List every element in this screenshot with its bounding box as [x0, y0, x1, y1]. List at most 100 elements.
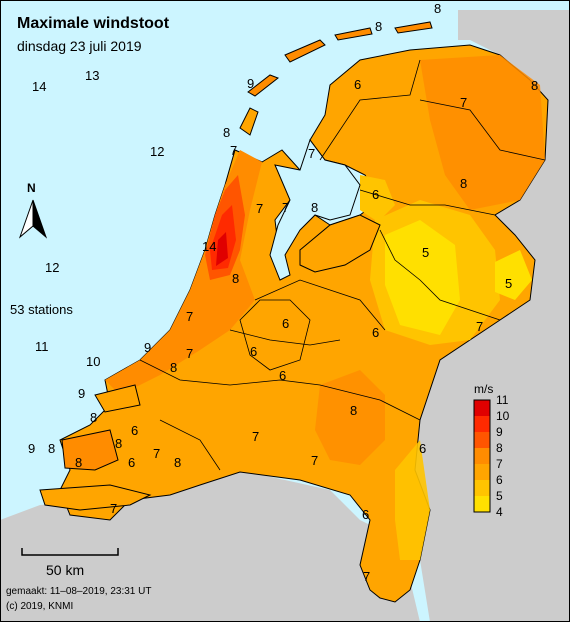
ijsselmeer: [269, 138, 361, 281]
station-value: 12: [150, 144, 164, 159]
legend-swatch: [474, 448, 490, 464]
legend-swatch: [474, 480, 490, 496]
station-value: 6: [372, 187, 379, 202]
legend-tick-label: 9: [496, 425, 503, 439]
legend: m/s 11 10 9 8 7 6 5 4: [473, 382, 510, 519]
map-subtitle: dinsdag 23 juli 2019: [17, 38, 142, 54]
station-value: 7: [476, 319, 483, 334]
stations-count: 53 stations: [10, 302, 73, 317]
station-value: 6: [354, 77, 361, 92]
legend-swatch: [474, 496, 490, 512]
legend-swatch: [474, 432, 490, 448]
zone-8-central: [315, 370, 385, 465]
station-value: 12: [45, 260, 59, 275]
station-value: 6: [372, 325, 379, 340]
wadden-island-schiermonnikoog: [394, 21, 433, 34]
station-value: 8: [75, 455, 82, 470]
station-value: 8: [48, 441, 55, 456]
station-value: 9: [28, 441, 35, 456]
legend-tick-label: 11: [496, 393, 509, 407]
province-borders: [139, 59, 546, 471]
station-value: 8: [350, 403, 357, 418]
station-value: 5: [505, 276, 512, 291]
flevoland: [299, 214, 381, 273]
scale-label: 50 km: [46, 562, 84, 578]
station-value: 7: [110, 501, 117, 516]
station-labels: 8 8 9 14 13 6 7 8 8 12 7 7 7 8 6 8 14 7 …: [10, 1, 538, 584]
station-value: 6: [362, 507, 369, 522]
wadden-island-terschelling: [284, 39, 326, 63]
station-value: 8: [174, 455, 181, 470]
legend-unit: m/s: [474, 382, 493, 396]
zeeland-schouwen: [94, 384, 141, 413]
station-value: 6: [128, 455, 135, 470]
zone-11-coast: [216, 232, 228, 266]
station-value: 11: [35, 339, 49, 354]
station-value: 8: [115, 436, 122, 451]
station-value: 6: [419, 441, 426, 456]
legend-tick-label: 5: [496, 489, 503, 503]
legend-frame: [473, 399, 491, 513]
station-value: 14: [202, 239, 216, 254]
station-value: 7: [153, 446, 160, 461]
station-value: 7: [252, 429, 259, 444]
legend-tick-label: 4: [496, 505, 503, 519]
station-value: 6: [250, 344, 257, 359]
neighbour-land: [0, 40, 570, 622]
map-title: Maximale windstoot: [17, 15, 170, 32]
zone-5-east: [385, 220, 460, 335]
station-value: 7: [311, 453, 318, 468]
station-value: 7: [308, 146, 315, 161]
wadden-island-ameland: [334, 27, 373, 41]
zone-6-flevoland: [360, 175, 395, 222]
station-value: 6: [282, 316, 289, 331]
north-label: N: [27, 181, 36, 195]
station-value: 9: [78, 386, 85, 401]
zone-5-twente: [495, 250, 532, 300]
station-value: 8: [232, 271, 239, 286]
station-value: 7: [186, 309, 193, 324]
copyright: (c) 2019, KNMI: [6, 601, 73, 612]
station-value: 8: [223, 125, 230, 140]
station-value: 5: [422, 245, 429, 260]
station-value: 7: [282, 200, 289, 215]
station-value: 8: [531, 78, 538, 93]
legend-swatch: [474, 464, 490, 480]
legend-tick-label: 7: [496, 457, 503, 471]
legend-swatch: [474, 416, 490, 432]
station-value: 8: [434, 1, 441, 16]
station-value: 14: [32, 79, 46, 94]
zeeland-walcheren: [61, 429, 119, 471]
station-value: 9: [247, 76, 254, 91]
station-value: 8: [375, 19, 382, 34]
station-value: 8: [460, 176, 467, 191]
station-value: 13: [85, 68, 99, 83]
station-value: 7: [460, 95, 467, 110]
station-value: 7: [363, 569, 370, 584]
wadden-island-vlieland: [247, 74, 280, 97]
zone-6-south: [395, 440, 430, 560]
zone-8-north: [420, 55, 545, 210]
station-value: 6: [131, 423, 138, 438]
legend-swatch: [474, 400, 490, 416]
station-value: 7: [256, 201, 263, 216]
station-value: 7: [186, 346, 193, 361]
wadden-island-texel: [239, 107, 259, 136]
station-value: 9: [144, 340, 151, 355]
north-arrow-icon: N: [18, 181, 48, 239]
station-value: 10: [86, 354, 100, 369]
legend-tick-label: 10: [496, 409, 510, 423]
scale-bar: 50 km: [21, 548, 119, 578]
made-timestamp: gemaakt: 11–08–2019, 23:31 UT: [6, 586, 151, 597]
station-value: 8: [311, 200, 318, 215]
legend-tick-label: 6: [496, 473, 503, 487]
station-value: 8: [170, 360, 177, 375]
neighbour-land-north: [458, 10, 570, 40]
station-value: 7: [230, 143, 237, 158]
station-value: 6: [279, 368, 286, 383]
legend-tick-label: 8: [496, 441, 503, 455]
zeeland-flanders: [39, 484, 152, 511]
station-value: 8: [90, 410, 97, 425]
